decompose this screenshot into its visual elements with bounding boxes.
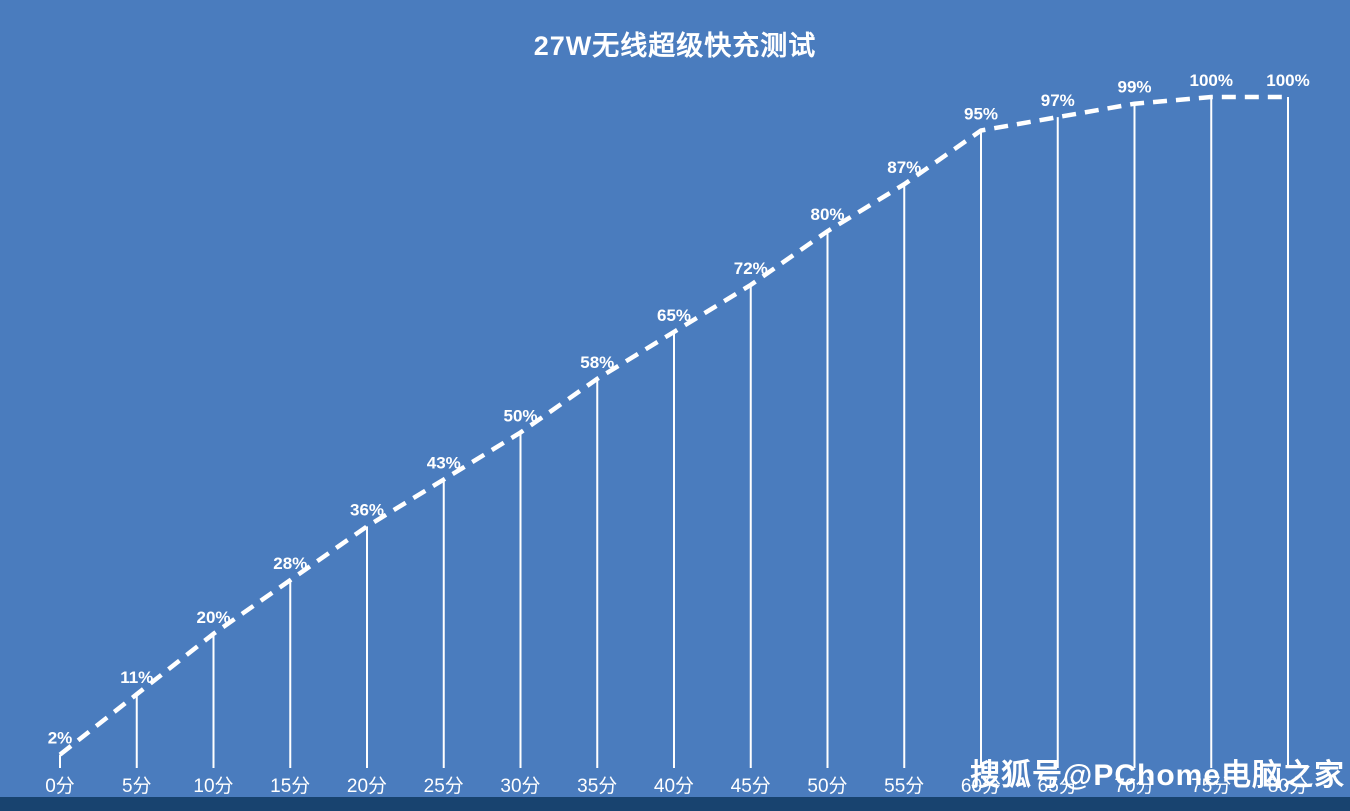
point-value-label: 36% xyxy=(350,500,384,519)
footer-strip xyxy=(0,797,1350,811)
watermark-text: 搜狐号@PChome电脑之家 xyxy=(970,759,1345,792)
point-value-label: 65% xyxy=(657,306,691,325)
x-axis-label: 15分 xyxy=(270,775,310,797)
point-value-label: 2% xyxy=(48,729,73,748)
x-axis-label: 30分 xyxy=(500,775,540,797)
x-axis-label: 65分 xyxy=(1038,775,1078,797)
point-value-label: 80% xyxy=(810,205,844,224)
x-axis-label: 55分 xyxy=(884,775,924,797)
point-value-label: 97% xyxy=(1041,91,1075,110)
chart-title: 27W无线超级快充测试 xyxy=(533,31,817,61)
point-value-label: 50% xyxy=(503,407,537,426)
point-value-label: 20% xyxy=(196,608,230,627)
point-value-label: 100% xyxy=(1266,71,1309,90)
point-value-label: 58% xyxy=(580,353,614,372)
point-value-label: 87% xyxy=(887,158,921,177)
point-value-label: 28% xyxy=(273,554,307,573)
x-axis-label: 70分 xyxy=(1114,775,1154,797)
x-axis-label: 60分 xyxy=(961,775,1001,797)
point-value-label: 43% xyxy=(427,454,461,473)
point-value-label: 11% xyxy=(120,668,153,687)
x-axis-label: 45分 xyxy=(731,775,771,797)
x-axis-label: 35分 xyxy=(577,775,617,797)
x-axis-label: 10分 xyxy=(193,775,233,797)
point-value-label: 72% xyxy=(734,259,768,278)
series-line xyxy=(58,94,1288,757)
x-axis-label: 75分 xyxy=(1191,775,1231,797)
x-axis-label: 0分 xyxy=(45,775,75,797)
x-axis-label: 50分 xyxy=(807,775,847,797)
x-axis-label: 5分 xyxy=(122,775,152,797)
x-axis-label: 40分 xyxy=(654,775,694,797)
x-axis-label: 80分 xyxy=(1268,775,1308,797)
x-axis-label: 25分 xyxy=(424,775,464,797)
point-value-label: 99% xyxy=(1117,78,1151,97)
x-axis-label: 20分 xyxy=(347,775,387,797)
point-value-label: 95% xyxy=(964,105,998,124)
point-value-label: 100% xyxy=(1190,71,1233,90)
